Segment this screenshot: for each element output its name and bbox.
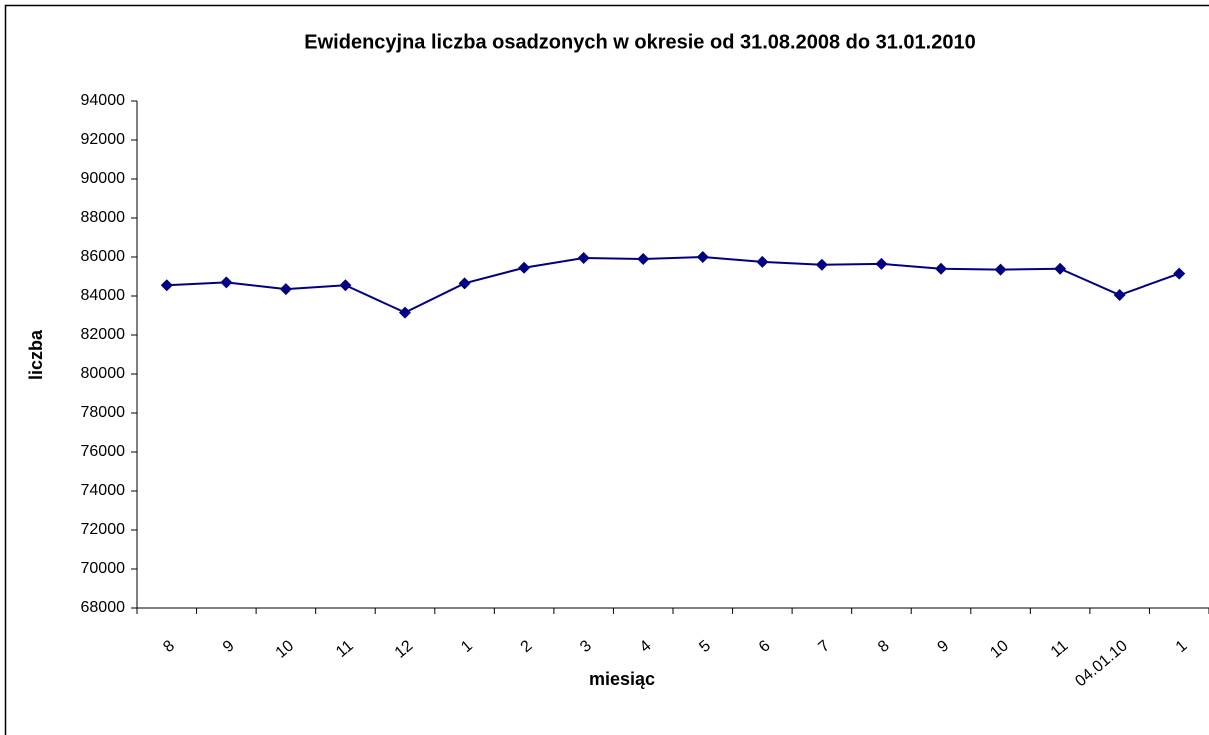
data-point	[279, 283, 292, 296]
data-point	[1113, 289, 1126, 302]
data-point	[935, 262, 947, 275]
y-tick-label: 94000	[81, 92, 126, 109]
data-point	[339, 279, 352, 292]
data-point	[399, 306, 411, 319]
y-tick-label: 86000	[81, 248, 126, 265]
data-point	[637, 252, 650, 265]
data-point	[458, 277, 471, 290]
y-tick-label: 74000	[81, 482, 126, 499]
y-tick-label: 82000	[81, 326, 126, 343]
data-point	[577, 251, 590, 264]
y-tick-label: 78000	[81, 404, 126, 421]
chart-title: Ewidencyjna liczba osadzonych w okresie …	[304, 31, 975, 53]
data-point	[994, 263, 1007, 276]
y-tick-label: 80000	[81, 365, 126, 382]
y-tick-label: 92000	[81, 131, 126, 148]
data-point	[696, 251, 709, 263]
data-point	[756, 255, 769, 268]
y-tick-label: 70000	[81, 560, 126, 577]
data-point	[815, 258, 828, 271]
data-point	[875, 257, 888, 270]
y-axis-label: liczba	[26, 329, 46, 380]
y-tick-label: 90000	[81, 170, 126, 187]
y-tick-label: 76000	[81, 443, 126, 460]
data-point	[160, 279, 173, 292]
y-tick-label: 72000	[81, 521, 126, 538]
series-line	[166, 255, 1180, 314]
data-point	[1173, 267, 1186, 280]
y-tick-label: 68000	[81, 599, 126, 616]
data-point	[1054, 262, 1067, 275]
chart-frame	[4, 4, 1209, 735]
data-point	[220, 276, 233, 289]
data-point	[518, 261, 531, 274]
y-tick-label: 84000	[81, 287, 126, 304]
y-tick-label: 88000	[81, 209, 126, 226]
x-axis-label: miesiąc	[589, 669, 655, 689]
